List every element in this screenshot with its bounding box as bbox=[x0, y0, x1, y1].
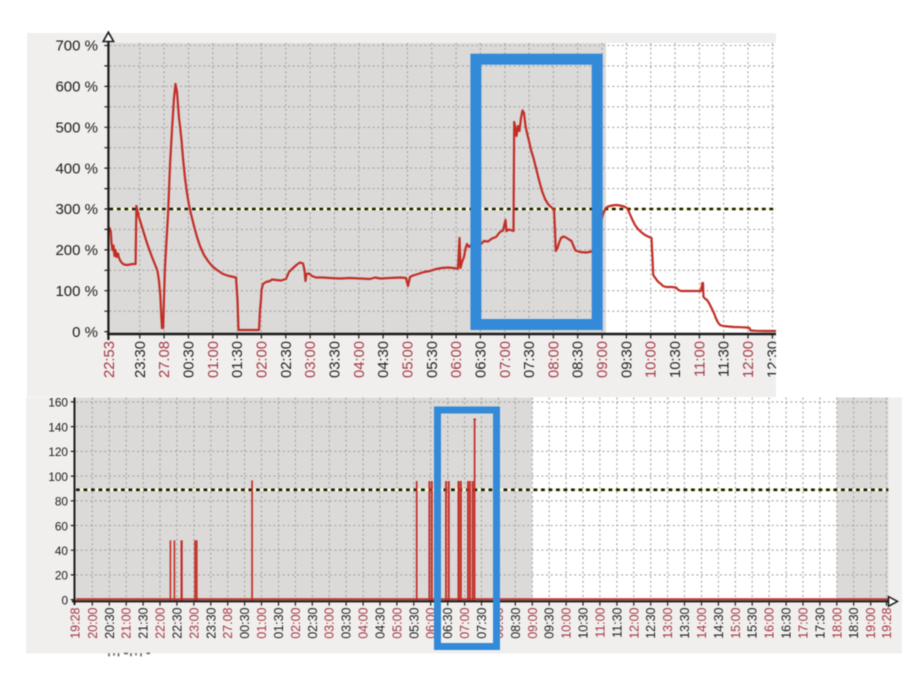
svg-text:17:30: 17:30 bbox=[813, 607, 827, 638]
svg-text:01:30: 01:30 bbox=[272, 607, 286, 638]
svg-text:40: 40 bbox=[55, 544, 69, 558]
svg-text:20: 20 bbox=[55, 569, 69, 583]
svg-text:02:00: 02:00 bbox=[289, 607, 303, 638]
svg-text:100 %: 100 % bbox=[55, 283, 98, 300]
svg-text:04:00: 04:00 bbox=[357, 607, 371, 638]
svg-text:00:30: 00:30 bbox=[238, 607, 252, 638]
svg-text:13:30: 13:30 bbox=[678, 607, 692, 638]
svg-text:08:30: 08:30 bbox=[571, 341, 587, 378]
svg-text:21:00: 21:00 bbox=[120, 607, 134, 638]
svg-text:06:00: 06:00 bbox=[449, 341, 465, 378]
svg-text:07:30: 07:30 bbox=[475, 607, 489, 638]
svg-text:60: 60 bbox=[55, 519, 69, 533]
svg-text:27.08: 27.08 bbox=[221, 607, 235, 638]
svg-text:200 %: 200 % bbox=[55, 242, 98, 259]
svg-text:100: 100 bbox=[48, 470, 68, 484]
svg-text:02:30: 02:30 bbox=[279, 341, 295, 378]
svg-text:09:00: 09:00 bbox=[595, 341, 611, 378]
svg-text:02:30: 02:30 bbox=[306, 607, 320, 638]
svg-text:22:53: 22:53 bbox=[102, 341, 118, 378]
svg-text:23:30: 23:30 bbox=[204, 607, 218, 638]
svg-text:09:30: 09:30 bbox=[619, 341, 635, 378]
svg-text:400 %: 400 % bbox=[55, 160, 98, 177]
svg-text:17:00: 17:00 bbox=[797, 607, 811, 638]
svg-text:05:00: 05:00 bbox=[400, 341, 416, 378]
svg-text:07:00: 07:00 bbox=[498, 341, 514, 378]
svg-text:22:00: 22:00 bbox=[154, 607, 168, 638]
svg-text:14:00: 14:00 bbox=[695, 607, 709, 638]
svg-text:14:30: 14:30 bbox=[712, 607, 726, 638]
svg-text:13:00: 13:00 bbox=[661, 607, 675, 638]
svg-text:03:00: 03:00 bbox=[303, 341, 319, 378]
svg-text:27.08: 27.08 bbox=[157, 341, 173, 378]
svg-text:08:00: 08:00 bbox=[546, 341, 562, 378]
svg-text:140: 140 bbox=[48, 420, 68, 434]
svg-text:06:30: 06:30 bbox=[473, 341, 489, 378]
svg-text:300 %: 300 % bbox=[55, 201, 98, 218]
svg-text:18:30: 18:30 bbox=[847, 607, 861, 638]
svg-text:03:30: 03:30 bbox=[327, 341, 343, 378]
svg-text:04:00: 04:00 bbox=[352, 341, 368, 378]
svg-text:23:00: 23:00 bbox=[187, 607, 201, 638]
svg-text:700 %: 700 % bbox=[55, 38, 98, 55]
svg-text:19:28: 19:28 bbox=[68, 607, 82, 638]
svg-text:04:30: 04:30 bbox=[374, 607, 388, 638]
svg-text:16:00: 16:00 bbox=[763, 607, 777, 638]
svg-text:20:30: 20:30 bbox=[103, 607, 117, 638]
svg-text:04:30: 04:30 bbox=[376, 341, 392, 378]
svg-text:20:00: 20:00 bbox=[86, 607, 100, 638]
svg-text:09:30: 09:30 bbox=[543, 607, 557, 638]
svg-text:80: 80 bbox=[55, 495, 69, 509]
svg-text:15:00: 15:00 bbox=[729, 607, 743, 638]
svg-text:120: 120 bbox=[48, 445, 68, 459]
svg-text:05:30: 05:30 bbox=[425, 341, 441, 378]
svg-text:12:00: 12:00 bbox=[741, 341, 757, 378]
svg-text:16:30: 16:30 bbox=[780, 607, 794, 638]
svg-text:01:00: 01:00 bbox=[206, 341, 222, 378]
svg-text:18:00: 18:00 bbox=[830, 607, 844, 638]
svg-text:06:30: 06:30 bbox=[441, 607, 455, 638]
svg-text:00:30: 00:30 bbox=[182, 341, 198, 378]
svg-text:11:00: 11:00 bbox=[593, 607, 607, 637]
svg-text:03:00: 03:00 bbox=[323, 607, 337, 638]
svg-text:01:00: 01:00 bbox=[255, 607, 269, 638]
svg-text:21:30: 21:30 bbox=[137, 607, 151, 638]
svg-text:22:30: 22:30 bbox=[170, 607, 184, 638]
svg-text:19:28: 19:28 bbox=[880, 607, 894, 638]
svg-text:12:30: 12:30 bbox=[765, 341, 781, 378]
svg-text:500 %: 500 % bbox=[55, 119, 98, 136]
svg-text:11:00: 11:00 bbox=[692, 341, 708, 377]
svg-text:05:30: 05:30 bbox=[407, 607, 421, 638]
svg-text:11:30: 11:30 bbox=[717, 341, 733, 377]
svg-text:10:30: 10:30 bbox=[668, 341, 684, 378]
svg-text:07:30: 07:30 bbox=[522, 341, 538, 378]
svg-text:0 %: 0 % bbox=[72, 324, 98, 341]
svg-text:600 %: 600 % bbox=[55, 79, 98, 96]
svg-text:23:30: 23:30 bbox=[133, 341, 149, 378]
svg-text:02:00: 02:00 bbox=[254, 341, 270, 378]
svg-text:08:30: 08:30 bbox=[509, 607, 523, 638]
svg-text:10:30: 10:30 bbox=[577, 607, 591, 638]
svg-text:15:30: 15:30 bbox=[746, 607, 760, 638]
svg-text:12:00: 12:00 bbox=[627, 607, 641, 638]
svg-text:160: 160 bbox=[48, 396, 68, 410]
svg-text:07:00: 07:00 bbox=[458, 607, 472, 638]
svg-text:03:30: 03:30 bbox=[340, 607, 354, 638]
svg-text:10:00: 10:00 bbox=[644, 341, 660, 378]
svg-text:09:00: 09:00 bbox=[526, 607, 540, 638]
svg-text:19:00: 19:00 bbox=[864, 607, 878, 638]
svg-text:10:00: 10:00 bbox=[560, 607, 574, 638]
svg-text:11:30: 11:30 bbox=[610, 607, 624, 637]
svg-text:12:30: 12:30 bbox=[644, 607, 658, 638]
svg-text:05:00: 05:00 bbox=[390, 607, 404, 638]
svg-text:01:30: 01:30 bbox=[230, 341, 246, 378]
svg-text:0: 0 bbox=[61, 593, 68, 607]
